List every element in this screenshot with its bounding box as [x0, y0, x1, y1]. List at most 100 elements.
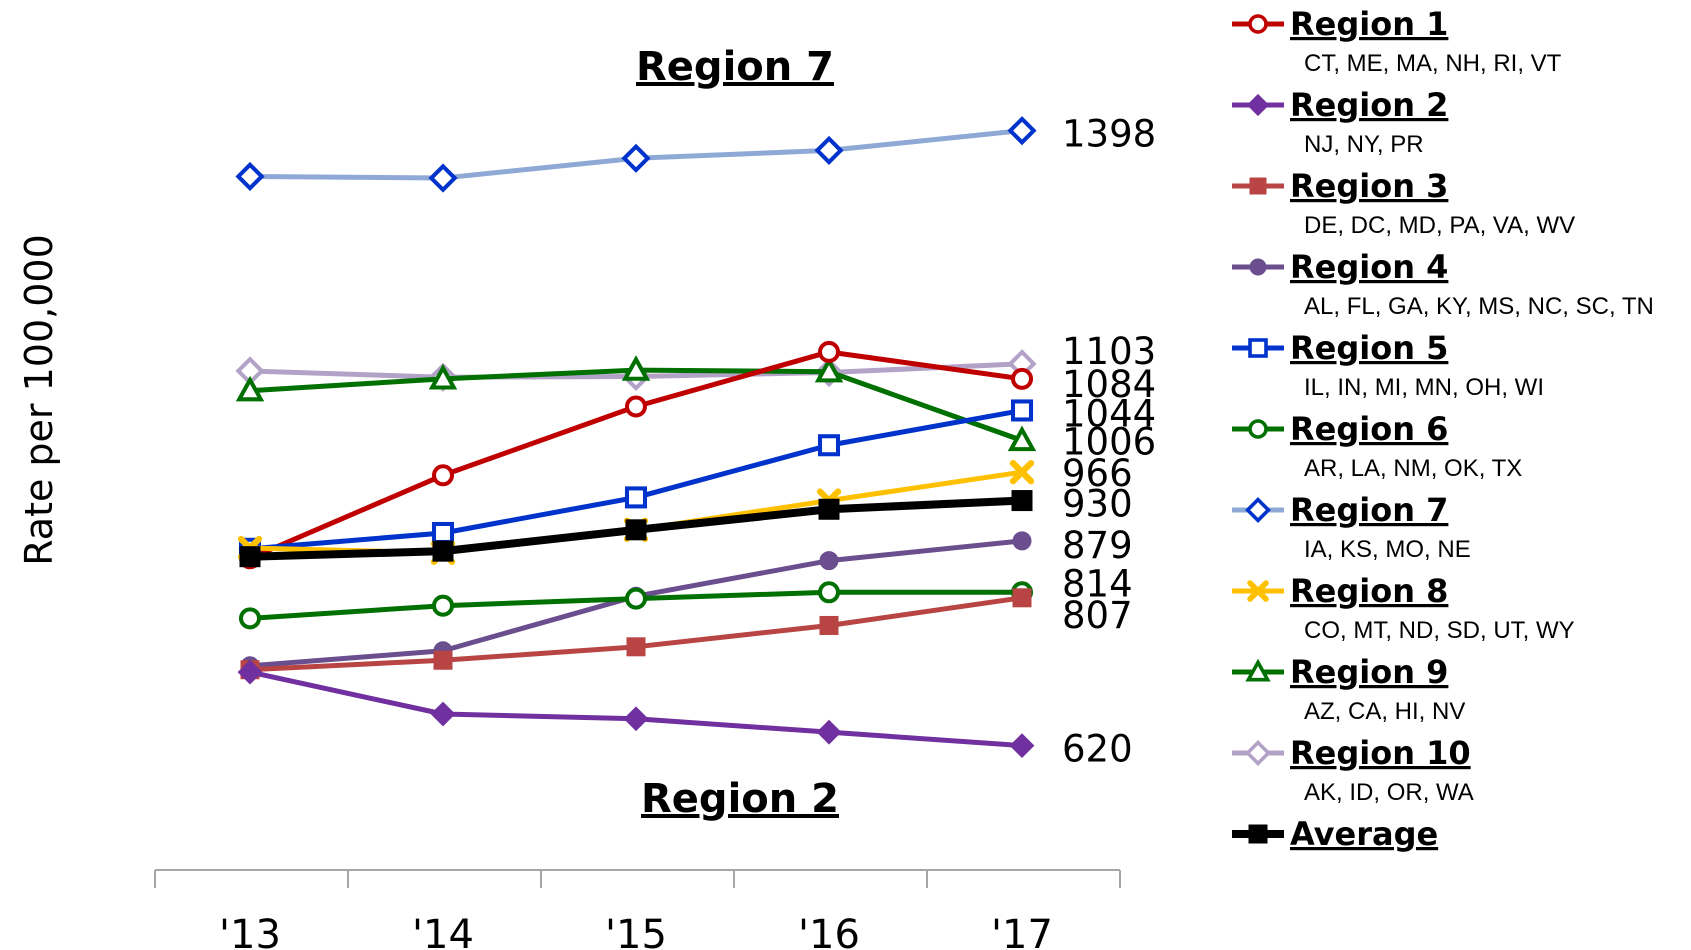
series-point	[624, 587, 648, 610]
series-region-9	[235, 355, 1037, 452]
series-point	[432, 540, 454, 562]
x-tick-label: '13	[219, 912, 281, 950]
series-point	[237, 659, 263, 685]
end-value-label: 807	[1062, 594, 1133, 637]
legend-series-name: Region 10	[1290, 734, 1471, 772]
legend-item: Region 9 AZ, CA, HI, NV	[1232, 653, 1465, 725]
series-point	[819, 551, 839, 571]
x-tick-label: '15	[605, 912, 667, 950]
legend-item: Region 3 DE, DC, MD, PA, VA, WV	[1232, 167, 1575, 239]
series-point	[1245, 740, 1271, 766]
series-point	[431, 464, 455, 487]
series-point	[428, 163, 458, 193]
legend-states: IA, KS, MO, NE	[1304, 536, 1471, 563]
series-point	[1007, 116, 1037, 146]
series-lines	[235, 116, 1037, 759]
series-region-1	[238, 340, 1034, 570]
series-region-2	[237, 659, 1035, 759]
legend: Region 1 CT, ME, MA, NH, RI, VT Region 2 NJ…	[1232, 5, 1654, 853]
series-point	[235, 375, 265, 402]
legend-item: Region 7 IA, KS, MO, NE	[1232, 491, 1471, 563]
series-point	[1012, 588, 1032, 608]
legend-item: Average	[1232, 815, 1438, 853]
end-value-label: 1103	[1062, 330, 1156, 373]
legend-series-name: Average	[1290, 815, 1438, 853]
legend-states: CT, ME, MA, NH, RI, VT	[1304, 50, 1562, 77]
legend-states: DE, DC, MD, PA, VA, WV	[1304, 212, 1575, 239]
series-average	[239, 490, 1033, 568]
series-point	[817, 434, 841, 457]
end-value-label: 930	[1062, 483, 1133, 526]
series-point	[1249, 177, 1267, 195]
end-value-label: 1006	[1062, 420, 1156, 463]
legend-states: AL, FL, GA, KY, MS, NC, SC, TN	[1304, 293, 1654, 320]
legend-states: AZ, CA, HI, NV	[1304, 698, 1465, 725]
legend-item: Region 10 AK, ID, OR, WA	[1232, 734, 1474, 806]
series-region-7	[235, 116, 1037, 193]
series-point	[1245, 658, 1271, 682]
series-point	[817, 340, 841, 363]
x-tick-label: '16	[798, 912, 860, 950]
series-point	[238, 607, 262, 630]
series-point	[1248, 824, 1268, 844]
series-point	[1248, 338, 1268, 358]
series-point	[1247, 580, 1269, 602]
legend-series-name: Region 4	[1290, 248, 1448, 286]
series-point	[1009, 733, 1035, 759]
legend-series-name: Region 7	[1290, 491, 1448, 529]
legend-series-name: Region 9	[1290, 653, 1448, 691]
x-tick-label: '14	[412, 912, 474, 950]
legend-states: AR, LA, NM, OK, TX	[1304, 455, 1522, 482]
series-point	[626, 637, 646, 657]
legend-series-name: Region 8	[1290, 572, 1448, 610]
end-value-label: 879	[1062, 524, 1133, 567]
series-point	[1245, 497, 1271, 523]
legend-item: Region 1 CT, ME, MA, NH, RI, VT	[1232, 5, 1562, 77]
series-point	[814, 356, 844, 383]
end-value-label: 1084	[1062, 363, 1156, 406]
series-point	[624, 486, 648, 509]
legend-states: IL, IN, MI, MN, OH, WI	[1304, 374, 1544, 401]
series-point	[431, 521, 455, 545]
series-point	[621, 355, 651, 381]
series-point	[623, 706, 649, 732]
series-point	[1010, 367, 1034, 390]
annotation-region-7: Region 7	[636, 44, 834, 90]
annotation-region-2: Region 2	[641, 776, 839, 822]
x-tick-label: '17	[991, 912, 1053, 950]
legend-series-name: Region 1	[1290, 5, 1448, 43]
end-value-label: 814	[1062, 562, 1133, 605]
y-axis-label: Rate per 100,000	[17, 234, 61, 566]
series-point	[433, 650, 453, 670]
end-value-label: 1398	[1062, 113, 1156, 156]
end-value-label: 620	[1062, 728, 1133, 771]
series-point	[624, 395, 648, 418]
series-point	[818, 498, 840, 520]
end-value-label: 966	[1062, 452, 1133, 495]
legend-series-name: Region 2	[1290, 86, 1448, 124]
series-point	[819, 615, 839, 635]
series-point	[1009, 459, 1035, 485]
series-point	[431, 594, 455, 617]
legend-item: Region 6 AR, LA, NM, OK, TX	[1232, 410, 1522, 482]
series-point	[1012, 531, 1032, 551]
series-point	[814, 135, 844, 165]
series-point	[428, 363, 458, 390]
series-point	[1248, 14, 1268, 34]
series-region-6	[238, 581, 1034, 630]
series-point	[235, 161, 265, 192]
legend-series-name: Region 3	[1290, 167, 1448, 205]
legend-states: NJ, NY, PR	[1304, 131, 1424, 158]
series-point	[1007, 425, 1037, 452]
legend-series-name: Region 6	[1290, 410, 1448, 448]
series-point	[1249, 258, 1267, 276]
series-point	[1011, 490, 1033, 512]
x-axis: '13 '14 '15 '16 '17	[154, 869, 1121, 950]
end-value-label: 1044	[1062, 392, 1156, 435]
legend-item: Region 4 AL, FL, GA, KY, MS, NC, SC, TN	[1232, 248, 1654, 320]
series-point	[817, 581, 841, 604]
series-point	[625, 519, 647, 541]
legend-item: Region 8 CO, MT, ND, SD, UT, WY	[1232, 572, 1575, 644]
